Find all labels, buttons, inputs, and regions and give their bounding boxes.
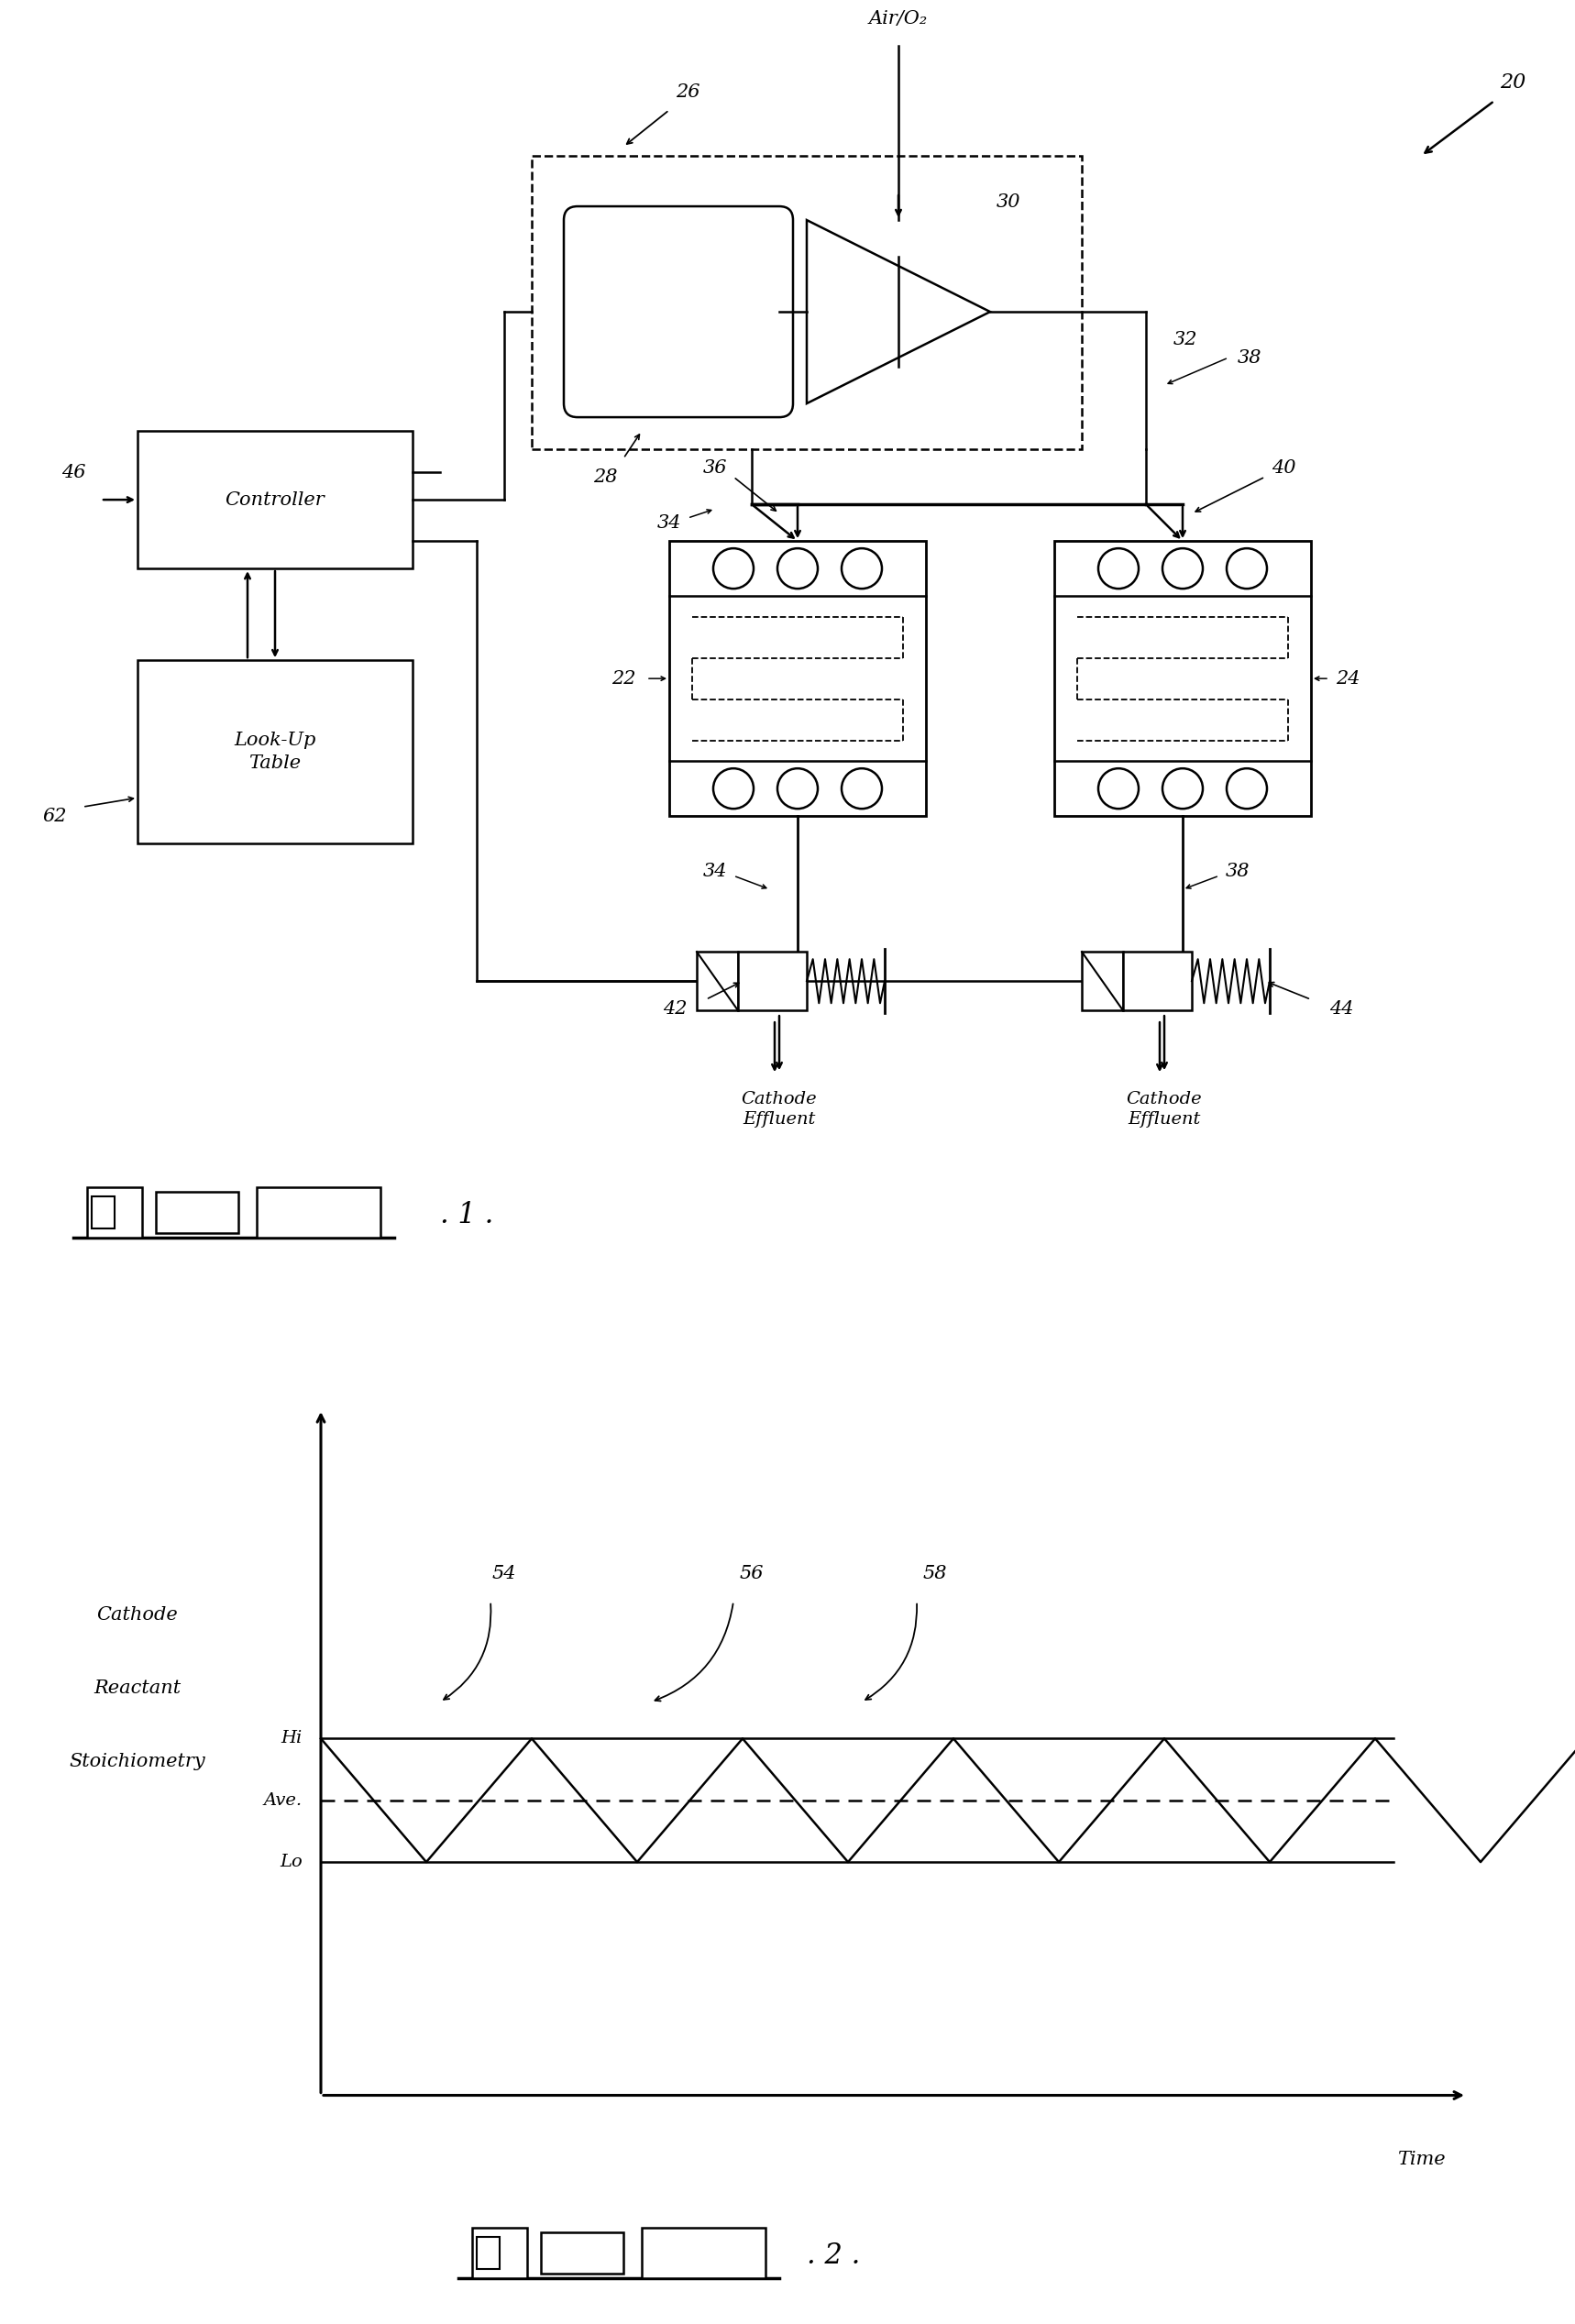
Text: 24: 24 (1336, 669, 1359, 688)
FancyBboxPatch shape (1082, 953, 1123, 1011)
Text: 62: 62 (43, 806, 68, 825)
FancyBboxPatch shape (137, 660, 413, 844)
FancyBboxPatch shape (696, 953, 739, 1011)
FancyBboxPatch shape (87, 1188, 142, 1239)
Text: Cathode
Effluent: Cathode Effluent (1126, 1092, 1202, 1127)
Text: Ave.: Ave. (265, 1792, 302, 1808)
Text: 38: 38 (1225, 862, 1251, 881)
FancyBboxPatch shape (477, 2238, 499, 2268)
Text: Time: Time (1397, 2150, 1446, 2168)
Text: 26: 26 (676, 84, 699, 100)
Text: 56: 56 (740, 1564, 764, 1583)
FancyBboxPatch shape (91, 1197, 115, 1229)
FancyBboxPatch shape (156, 1192, 238, 1234)
Text: Hi: Hi (282, 1731, 302, 1748)
FancyBboxPatch shape (532, 156, 1082, 449)
Text: 46: 46 (61, 462, 85, 481)
Text: 54: 54 (491, 1564, 517, 1583)
FancyBboxPatch shape (257, 1188, 381, 1239)
Text: Controller: Controller (225, 490, 324, 509)
FancyBboxPatch shape (739, 953, 806, 1011)
FancyBboxPatch shape (669, 541, 926, 816)
Text: Look-Up
Table: Look-Up Table (235, 732, 317, 772)
FancyBboxPatch shape (564, 207, 792, 418)
Text: 44: 44 (1329, 999, 1353, 1018)
Text: Air/O₂: Air/O₂ (869, 9, 928, 28)
Text: 38: 38 (1238, 349, 1262, 367)
Text: Stoichiometry: Stoichiometry (69, 1752, 206, 1771)
Text: Cathode
Effluent: Cathode Effluent (742, 1092, 817, 1127)
Text: 22: 22 (611, 669, 636, 688)
Polygon shape (806, 221, 991, 404)
FancyBboxPatch shape (540, 2233, 624, 2273)
Text: Cathode: Cathode (96, 1606, 178, 1624)
Text: Reactant: Reactant (94, 1680, 181, 1697)
Text: 34: 34 (702, 862, 728, 881)
Text: 20: 20 (1499, 72, 1526, 93)
Text: 28: 28 (592, 467, 617, 486)
Text: 58: 58 (923, 1564, 947, 1583)
Text: 30: 30 (997, 193, 1021, 211)
Text: . 1 .: . 1 . (439, 1202, 493, 1229)
Text: 34: 34 (657, 514, 682, 532)
Text: 36: 36 (702, 458, 728, 476)
Text: 40: 40 (1271, 458, 1296, 476)
FancyBboxPatch shape (1123, 953, 1192, 1011)
FancyBboxPatch shape (137, 430, 413, 569)
Text: . 2 .: . 2 . (806, 2240, 860, 2271)
Text: 42: 42 (663, 999, 688, 1018)
Text: Lo: Lo (280, 1855, 302, 1871)
Text: 32: 32 (1173, 330, 1197, 349)
FancyBboxPatch shape (641, 2229, 765, 2278)
FancyBboxPatch shape (1054, 541, 1310, 816)
FancyBboxPatch shape (472, 2229, 528, 2278)
